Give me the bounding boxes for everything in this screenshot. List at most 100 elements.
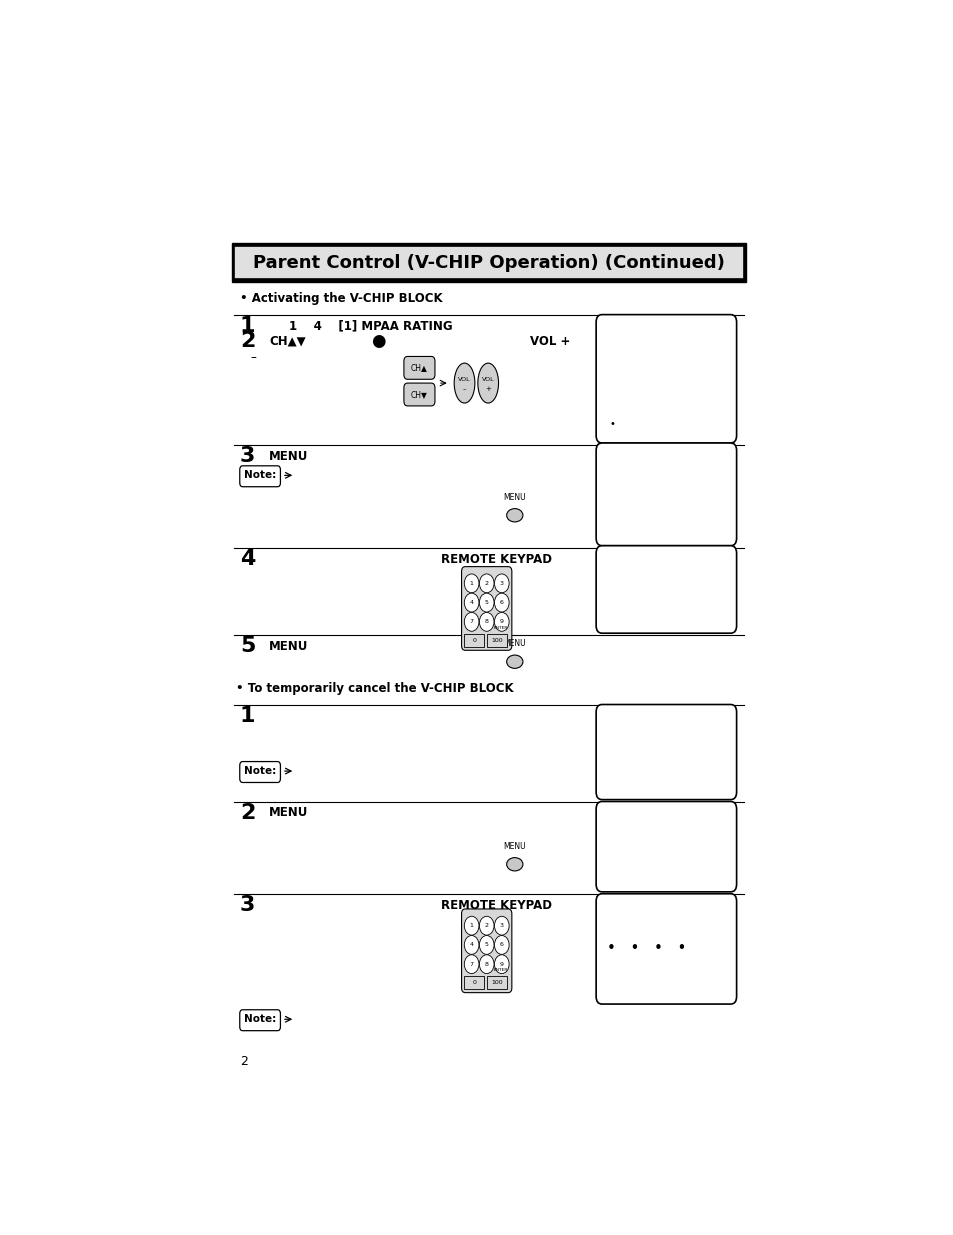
FancyBboxPatch shape xyxy=(596,546,736,634)
Text: –: – xyxy=(462,385,466,391)
FancyBboxPatch shape xyxy=(239,466,280,487)
Text: VOL: VOL xyxy=(457,377,471,382)
Text: ●: ● xyxy=(370,332,385,351)
Text: 9: 9 xyxy=(499,619,503,625)
Text: Parent Control (V-CHIP Operation) (Continued): Parent Control (V-CHIP Operation) (Conti… xyxy=(253,253,724,272)
Text: 7: 7 xyxy=(469,962,473,967)
Text: CH▼: CH▼ xyxy=(411,390,427,399)
Text: MENU: MENU xyxy=(269,640,309,653)
Ellipse shape xyxy=(479,936,494,955)
Text: MENU: MENU xyxy=(503,493,525,501)
Text: 1: 1 xyxy=(469,580,473,585)
Text: ENTER: ENTER xyxy=(493,625,507,630)
Text: 1: 1 xyxy=(469,924,473,929)
Ellipse shape xyxy=(479,613,494,631)
Text: 3: 3 xyxy=(239,895,254,915)
FancyBboxPatch shape xyxy=(403,383,435,406)
Ellipse shape xyxy=(464,936,478,955)
FancyBboxPatch shape xyxy=(596,704,736,799)
FancyBboxPatch shape xyxy=(596,443,736,546)
Ellipse shape xyxy=(479,574,494,593)
Text: MENU: MENU xyxy=(269,806,309,819)
FancyBboxPatch shape xyxy=(239,762,280,783)
Ellipse shape xyxy=(494,936,509,955)
Ellipse shape xyxy=(479,955,494,973)
Ellipse shape xyxy=(477,363,498,403)
Ellipse shape xyxy=(506,857,522,871)
Bar xyxy=(463,634,484,647)
Ellipse shape xyxy=(494,593,509,613)
Text: 9: 9 xyxy=(499,962,503,967)
Text: 2: 2 xyxy=(484,580,488,585)
Text: REMOTE KEYPAD: REMOTE KEYPAD xyxy=(440,899,551,911)
Ellipse shape xyxy=(494,955,509,973)
Text: 2: 2 xyxy=(484,924,488,929)
Ellipse shape xyxy=(494,574,509,593)
Text: 1: 1 xyxy=(239,316,255,336)
Ellipse shape xyxy=(479,916,494,935)
Text: +: + xyxy=(485,385,491,391)
Ellipse shape xyxy=(494,613,509,631)
Bar xyxy=(233,246,743,279)
Ellipse shape xyxy=(506,655,522,668)
Text: 6: 6 xyxy=(499,600,503,605)
FancyBboxPatch shape xyxy=(596,315,736,443)
Text: ENTER: ENTER xyxy=(493,968,507,972)
Ellipse shape xyxy=(454,363,475,403)
Text: Note:: Note: xyxy=(244,766,276,776)
FancyBboxPatch shape xyxy=(403,357,435,379)
Text: 5: 5 xyxy=(484,600,488,605)
Text: MENU: MENU xyxy=(269,450,309,463)
Text: CH▲▼: CH▲▼ xyxy=(269,335,306,348)
Text: MENU: MENU xyxy=(503,842,525,851)
Text: 1: 1 xyxy=(239,706,255,726)
FancyBboxPatch shape xyxy=(596,802,736,892)
Text: • To temporarily cancel the V-CHIP BLOCK: • To temporarily cancel the V-CHIP BLOCK xyxy=(235,682,513,695)
Text: 5: 5 xyxy=(239,636,254,657)
Text: Note:: Note: xyxy=(244,1014,276,1024)
FancyBboxPatch shape xyxy=(596,894,736,1004)
Text: 6: 6 xyxy=(499,942,503,947)
Ellipse shape xyxy=(494,916,509,935)
Text: 1    4    [1] MPAA RATING: 1 4 [1] MPAA RATING xyxy=(289,320,453,332)
Text: 8: 8 xyxy=(484,619,488,625)
Text: MENU: MENU xyxy=(503,640,525,648)
Text: •: • xyxy=(609,419,615,429)
Text: 8: 8 xyxy=(484,962,488,967)
Ellipse shape xyxy=(464,613,478,631)
Text: 100: 100 xyxy=(491,981,502,986)
Ellipse shape xyxy=(464,593,478,613)
Text: 100: 100 xyxy=(491,637,502,642)
Text: 0: 0 xyxy=(472,637,476,642)
Text: 7: 7 xyxy=(469,619,473,625)
Text: 2: 2 xyxy=(239,331,254,351)
Text: VOL: VOL xyxy=(481,377,494,382)
Bar xyxy=(232,243,745,283)
Text: REMOTE KEYPAD: REMOTE KEYPAD xyxy=(440,552,551,566)
Ellipse shape xyxy=(464,916,478,935)
Ellipse shape xyxy=(464,574,478,593)
Text: • Activating the V-CHIP BLOCK: • Activating the V-CHIP BLOCK xyxy=(239,291,442,305)
FancyBboxPatch shape xyxy=(239,1010,280,1031)
Text: 2: 2 xyxy=(239,803,254,823)
Bar xyxy=(486,634,507,647)
Bar xyxy=(463,976,484,989)
Text: 0: 0 xyxy=(472,981,476,986)
FancyBboxPatch shape xyxy=(461,909,512,993)
Text: 3: 3 xyxy=(239,446,254,467)
Ellipse shape xyxy=(506,509,522,522)
Bar xyxy=(486,976,507,989)
Ellipse shape xyxy=(464,955,478,973)
Text: 4: 4 xyxy=(469,942,473,947)
Text: 2: 2 xyxy=(239,1055,248,1067)
Text: –: – xyxy=(250,351,255,364)
Text: 3: 3 xyxy=(499,924,503,929)
Text: 4: 4 xyxy=(469,600,473,605)
Text: Note:: Note: xyxy=(244,471,276,480)
Text: •   •   •   •: • • • • xyxy=(606,941,686,956)
Ellipse shape xyxy=(479,593,494,613)
FancyBboxPatch shape xyxy=(461,567,512,651)
Text: 5: 5 xyxy=(484,942,488,947)
Text: CH▲: CH▲ xyxy=(411,363,427,373)
Text: VOL +: VOL + xyxy=(529,335,569,348)
